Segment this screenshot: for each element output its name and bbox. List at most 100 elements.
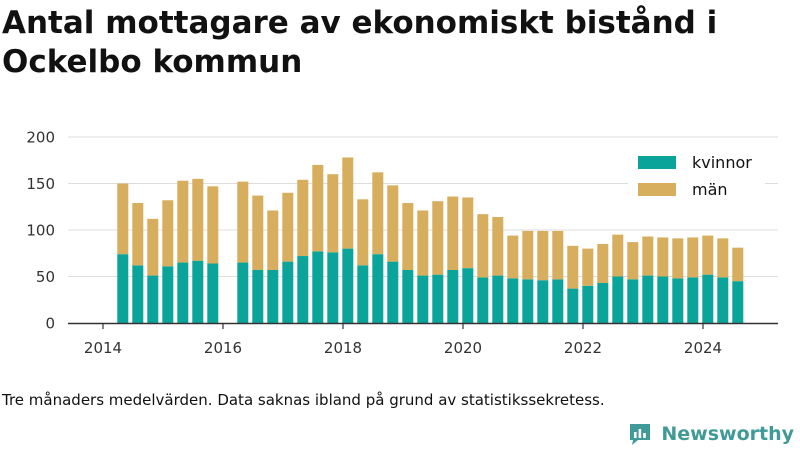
bar-män bbox=[147, 218, 159, 276]
bar-kvinnor bbox=[552, 279, 564, 323]
bar-kvinnor bbox=[492, 275, 504, 323]
bar-kvinnor bbox=[672, 278, 684, 323]
bar-kvinnor bbox=[507, 278, 519, 323]
bar-kvinnor bbox=[702, 274, 714, 323]
bar-män bbox=[552, 230, 564, 280]
bar-kvinnor bbox=[357, 265, 369, 323]
bar-kvinnor bbox=[177, 262, 189, 323]
bar-män bbox=[597, 243, 609, 284]
bar-kvinnor bbox=[627, 279, 639, 323]
bar-kvinnor bbox=[612, 276, 624, 323]
bar-män bbox=[717, 238, 729, 278]
bar-män bbox=[387, 185, 399, 262]
bar-män bbox=[417, 210, 429, 276]
bars bbox=[117, 157, 744, 323]
chart-title: Antal mottagare av ekonomiskt bistånd i … bbox=[2, 5, 718, 80]
newsworthy-logo-icon bbox=[630, 424, 651, 445]
bar-kvinnor bbox=[687, 277, 699, 323]
bar-kvinnor bbox=[327, 252, 339, 323]
bar-män bbox=[702, 235, 714, 275]
footnote: Tre månaders medelvärden. Data saknas ib… bbox=[2, 391, 605, 409]
bar-kvinnor bbox=[522, 279, 534, 323]
bar-män bbox=[357, 199, 369, 266]
bar-kvinnor bbox=[252, 269, 264, 323]
bar-män bbox=[612, 234, 624, 277]
bar-män bbox=[402, 203, 414, 270]
bar-kvinnor bbox=[192, 260, 204, 323]
legend-swatch-kvinnor bbox=[638, 156, 676, 169]
bar-kvinnor bbox=[582, 285, 594, 323]
bar-män bbox=[162, 200, 174, 267]
y-tick-label: 50 bbox=[36, 268, 55, 286]
bar-kvinnor bbox=[432, 274, 444, 323]
bar-män bbox=[327, 174, 339, 253]
bar-män bbox=[372, 172, 384, 255]
bar-män bbox=[477, 214, 489, 278]
bar-kvinnor bbox=[342, 248, 354, 323]
bar-män bbox=[297, 179, 309, 257]
bar-kvinnor bbox=[657, 276, 669, 323]
bar-kvinnor bbox=[477, 277, 489, 323]
axes: 0 50 100 150 200 2014 2016 2018 2020 2022 2024 bbox=[26, 129, 778, 357]
bar-män bbox=[672, 238, 684, 279]
bar-kvinnor bbox=[462, 268, 474, 323]
bar-män bbox=[507, 235, 519, 279]
legend-label-kvinnor: kvinnor bbox=[692, 153, 752, 172]
bar-män bbox=[522, 230, 534, 280]
bar-kvinnor bbox=[387, 261, 399, 323]
bar-män bbox=[567, 245, 579, 289]
bar-män bbox=[492, 216, 504, 276]
bar-män bbox=[237, 181, 249, 263]
bar-män bbox=[657, 237, 669, 277]
bar-kvinnor bbox=[237, 262, 249, 323]
bar-kvinnor bbox=[642, 275, 654, 323]
bar-kvinnor bbox=[372, 254, 384, 323]
bar-kvinnor bbox=[267, 269, 279, 323]
y-tick-label: 100 bbox=[26, 222, 55, 240]
bar-män bbox=[117, 183, 129, 255]
bar-kvinnor bbox=[312, 251, 324, 323]
bar-kvinnor bbox=[282, 261, 294, 323]
bar-män bbox=[342, 157, 354, 249]
bar-män bbox=[282, 192, 294, 262]
bar-män bbox=[312, 164, 324, 252]
bar-män bbox=[447, 196, 459, 270]
bar-män bbox=[642, 236, 654, 276]
bar-män bbox=[252, 195, 264, 270]
bar-män bbox=[192, 178, 204, 261]
brand-name: Newsworthy bbox=[661, 423, 794, 445]
bar-kvinnor bbox=[732, 281, 744, 323]
bar-män bbox=[687, 237, 699, 278]
x-tick-label: 2020 bbox=[444, 339, 482, 357]
bar-män bbox=[582, 248, 594, 286]
bar-kvinnor bbox=[567, 288, 579, 323]
bar-män bbox=[207, 186, 219, 264]
x-tick-label: 2022 bbox=[564, 339, 602, 357]
bar-kvinnor bbox=[207, 263, 219, 323]
bar-män bbox=[537, 230, 549, 281]
bar-kvinnor bbox=[402, 269, 414, 323]
y-tick-label: 150 bbox=[26, 175, 55, 193]
bar-kvinnor bbox=[117, 254, 129, 323]
y-tick-label: 0 bbox=[45, 315, 55, 333]
x-tick-label: 2024 bbox=[684, 339, 722, 357]
bar-män bbox=[177, 180, 189, 263]
bar-kvinnor bbox=[132, 265, 144, 323]
x-tick-label: 2014 bbox=[84, 339, 122, 357]
bar-kvinnor bbox=[597, 283, 609, 323]
bar-kvinnor bbox=[417, 275, 429, 323]
bar-kvinnor bbox=[447, 269, 459, 323]
legend: kvinnor män bbox=[628, 150, 765, 204]
bar-kvinnor bbox=[297, 256, 309, 323]
bar-män bbox=[462, 197, 474, 269]
bar-män bbox=[732, 247, 744, 282]
x-tick-label: 2018 bbox=[324, 339, 362, 357]
x-tick-label: 2016 bbox=[204, 339, 242, 357]
bar-män bbox=[267, 210, 279, 270]
bar-män bbox=[132, 203, 144, 266]
legend-swatch-män bbox=[638, 183, 676, 196]
bar-kvinnor bbox=[717, 277, 729, 323]
bar-kvinnor bbox=[162, 266, 174, 323]
legend-label-män: män bbox=[692, 180, 728, 199]
